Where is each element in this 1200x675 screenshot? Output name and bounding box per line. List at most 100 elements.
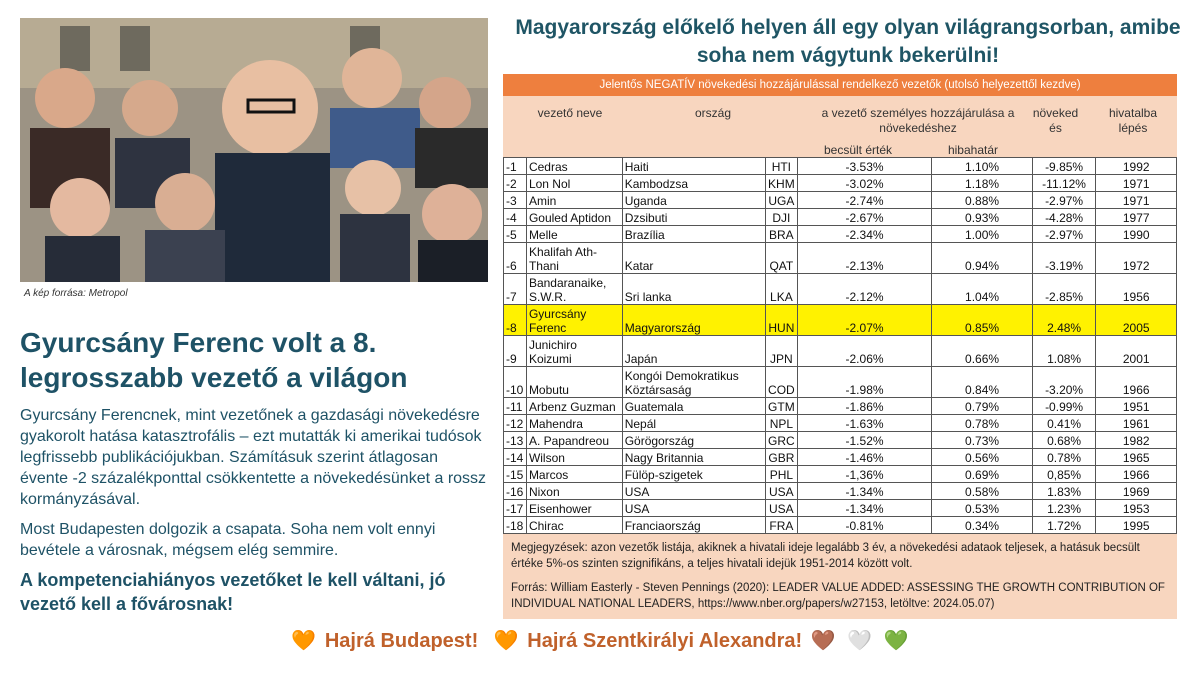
cell-error: 0.53% [931, 499, 1033, 517]
cell-code: PHL [765, 465, 798, 483]
cell-error: 0.66% [931, 335, 1033, 367]
cell-estimate: -2.06% [796, 335, 933, 367]
cell-growth: -2.97% [1031, 191, 1097, 209]
cell-rank: -13 [503, 431, 527, 449]
cell-year: 2001 [1095, 335, 1177, 367]
cell-year: 1982 [1095, 431, 1177, 449]
table-column-headers: vezető neve ország a vezető személyes ho… [503, 96, 1177, 157]
photo-credit: A kép forrása: Metropol [24, 288, 128, 299]
cell-error: 0.69% [931, 465, 1033, 483]
header-error: hibahatár [947, 143, 999, 157]
cell-growth: -3.20% [1031, 366, 1097, 398]
cell-error: 0.56% [931, 448, 1033, 466]
cell-country: Magyarország [621, 304, 767, 336]
cell-growth: -2.97% [1031, 225, 1097, 243]
headline: Gyurcsány Ferenc volt a 8. legrosszabb v… [20, 327, 408, 393]
cell-rank: -14 [503, 448, 527, 466]
cell-year: 1966 [1095, 465, 1177, 483]
cell-growth: -11.12% [1031, 174, 1097, 192]
table-row: -8 Gyurcsány Ferenc Magyarország HUN -2.07% 0… [503, 304, 1177, 336]
table-row: -5 Melle Brazília BRA -2.34% 1.00% -2.97% 1990 [503, 225, 1177, 243]
table-row: -1 Cedras Haiti HTI -3.53% 1.10% -9.85% 1992 [503, 157, 1177, 175]
cell-country: Fülöp-szigetek [621, 465, 767, 483]
cell-name: Chirac [525, 516, 623, 534]
header-growth: növeked és [1032, 106, 1079, 135]
cell-year: 1969 [1095, 482, 1177, 500]
cell-year: 1965 [1095, 448, 1177, 466]
cell-error: 0.34% [931, 516, 1033, 534]
cell-estimate: -1.34% [796, 482, 933, 500]
cell-growth: -3.19% [1031, 242, 1097, 274]
cell-rank: -16 [503, 482, 527, 500]
cell-rank: -1 [503, 157, 527, 175]
cell-growth: -4.28% [1031, 208, 1097, 226]
cell-estimate: -2.07% [796, 304, 933, 336]
table-row: -3 Amin Uganda UGA -2.74% 0.88% -2.97% 1971 [503, 191, 1177, 209]
header-contribution: a vezető személyes hozzájárulása a növek… [821, 106, 1015, 135]
cell-estimate: -1.86% [796, 397, 933, 415]
cell-code: GBR [765, 448, 798, 466]
cell-rank: -5 [503, 225, 527, 243]
cell-estimate: -2.13% [796, 242, 933, 274]
slogan-szentkiralyi: Hajrá Szentkirályi Alexandra! [527, 630, 803, 652]
table-row: -2 Lon Nol Kambodzsa KHM -3.02% 1.18% -11.12% 1… [503, 174, 1177, 192]
cell-name: Cedras [525, 157, 623, 175]
cell-name: Melle [525, 225, 623, 243]
cell-rank: -8 [503, 304, 527, 336]
cell-estimate: -2.74% [796, 191, 933, 209]
header-year: hivatalba lépés [1108, 106, 1158, 135]
cell-year: 1971 [1095, 191, 1177, 209]
body-paragraph-2: Most Budapesten dolgozik a csapata. Soha… [20, 521, 436, 559]
slogan-budapest: Hajrá Budapest! [324, 630, 479, 652]
cell-growth: 1.83% [1031, 482, 1097, 500]
cell-rank: -18 [503, 516, 527, 534]
call-to-action: A kompetenciahiányos vezetőket le kell v… [20, 570, 446, 614]
cell-name: Gouled Aptidon [525, 208, 623, 226]
white-heart-icon: 🤍 [847, 630, 873, 652]
header-country: ország [694, 106, 732, 120]
cell-code: USA [765, 499, 798, 517]
table-row: -15 Marcos Fülöp-szigetek PHL -1,36% 0.69% 0,8… [503, 465, 1177, 483]
cell-code: UGA [765, 191, 798, 209]
cell-code: HUN [765, 304, 798, 336]
cell-error: 0.85% [931, 304, 1033, 336]
cell-code: COD [765, 366, 798, 398]
cell-error: 0.79% [931, 397, 1033, 415]
cell-country: Nepál [621, 414, 767, 432]
table-row: -4 Gouled Aptidon Dzsibuti DJI -2.67% 0.93% -4… [503, 208, 1177, 226]
cell-rank: -7 [503, 273, 527, 305]
cell-year: 1953 [1095, 499, 1177, 517]
cell-name: Arbenz Guzman [525, 397, 623, 415]
cell-name: Amin [525, 191, 623, 209]
cell-code: GTM [765, 397, 798, 415]
cell-estimate: -1,36% [796, 465, 933, 483]
orange-heart-icon: 🧡 [291, 630, 317, 652]
cell-rank: -6 [503, 242, 527, 274]
cell-code: LKA [765, 273, 798, 305]
cell-code: USA [765, 482, 798, 500]
cell-error: 1.00% [931, 225, 1033, 243]
cell-estimate: -1.34% [796, 499, 933, 517]
table-row: -10 Mobutu Kongói Demokratikus Köztársaság… [503, 366, 1177, 398]
cell-error: 0.93% [931, 208, 1033, 226]
cell-rank: -9 [503, 335, 527, 367]
table-banner: Jelentős NEGATÍV növekedési hozzájárulás… [503, 74, 1177, 96]
cell-country: Franciaország [621, 516, 767, 534]
cell-estimate: -1.98% [796, 366, 933, 398]
cell-growth: -9.85% [1031, 157, 1097, 175]
cell-code: JPN [765, 335, 798, 367]
body-text: Gyurcsány Ferencnek, mint vezetőnek a ga… [20, 405, 490, 570]
cell-year: 1961 [1095, 414, 1177, 432]
orange-heart-icon: 🧡 [493, 630, 519, 652]
cell-estimate: -1.63% [796, 414, 933, 432]
cell-growth: 1.72% [1031, 516, 1097, 534]
cell-code: KHM [765, 174, 798, 192]
cell-country: Görögország [621, 431, 767, 449]
cell-country: USA [621, 482, 767, 500]
ranking-table: -1 Cedras Haiti HTI -3.53% 1.10% -9.85% 1992 -2 L… [503, 157, 1177, 534]
cell-growth: 0.78% [1031, 448, 1097, 466]
table-row: -7 Bandaranaike, S.W.R. Sri lanka LKA -2.12%… [503, 273, 1177, 305]
cell-growth: 0.41% [1031, 414, 1097, 432]
cell-rank: -17 [503, 499, 527, 517]
cell-estimate: -3.02% [796, 174, 933, 192]
